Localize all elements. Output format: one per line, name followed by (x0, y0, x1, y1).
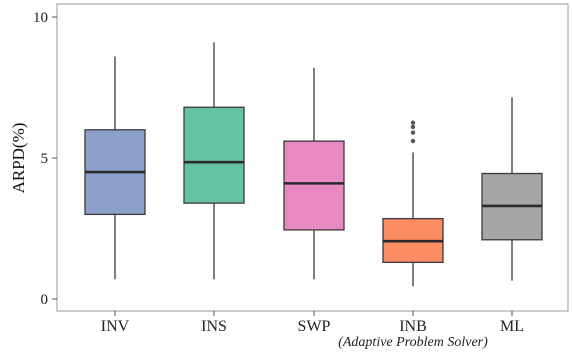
y-axis-title: ARPD(%) (9, 123, 28, 194)
x-tick-label: ML (500, 318, 524, 335)
outlier-point (410, 130, 416, 135)
outlier-point (410, 120, 416, 125)
x-tick-label: SWP (298, 318, 331, 335)
x-axis-annotation: (Adaptive Problem Solver) (338, 335, 488, 350)
y-tick-label: 0 (41, 292, 49, 308)
y-tick-label: 10 (33, 10, 48, 26)
x-tick-label: INB (399, 318, 427, 335)
box (183, 106, 245, 204)
x-tick-label: INV (101, 318, 130, 335)
outlier-point (410, 138, 416, 144)
outlier-point (410, 124, 416, 130)
x-tick-label: INS (201, 318, 227, 335)
chart-marks: 0 5 10 INV INS SWP INB ML (33, 10, 543, 335)
y-tick-label: 5 (41, 151, 49, 167)
box (283, 140, 345, 231)
